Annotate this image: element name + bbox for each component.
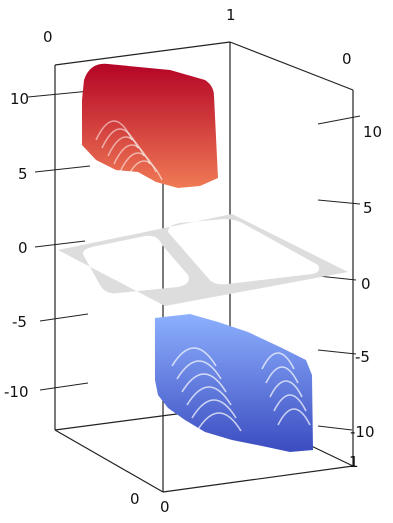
lower-ridge-left-5 (196, 412, 242, 432)
z-tick-line-right-1 (317, 199, 361, 205)
upper-surface-body (82, 63, 218, 188)
z-tick-left-minus10: -10 (4, 383, 29, 401)
z-tick-line-left-0 (27, 90, 91, 98)
bottom-corner-label-front-right: 1 (349, 453, 359, 471)
lower-ridge-right-3 (273, 394, 307, 412)
z-tick-left-0: 0 (18, 239, 28, 257)
bottom-corner-label-front-left: 0 (130, 490, 140, 508)
upper-surface (82, 63, 218, 188)
z-tick-right-10: 10 (363, 123, 382, 141)
lower-ridge-right-1 (265, 366, 299, 384)
lower-ridge-right-0 (261, 352, 295, 370)
tick-labels: 0 1 0 10 5 0 -5 -10 10 5 0 -5 -10 0 0 1 (4, 6, 382, 516)
z-tick-line-left-2 (34, 240, 86, 248)
z-tick-left-minus5: -5 (12, 313, 27, 331)
z-tick-line-right-0 (317, 115, 361, 125)
lower-ridge-right-2 (269, 380, 303, 398)
lower-surface-body (155, 314, 313, 452)
z-tick-left-10: 10 (10, 90, 29, 108)
frame-bottom-front-left (54, 429, 164, 493)
lower-ridge-left-4 (191, 399, 237, 419)
upper-ridge-5 (125, 160, 163, 181)
top-corner-label-back-center: 1 (226, 6, 236, 24)
lower-surface (155, 314, 313, 452)
lower-ridge-right-4 (277, 408, 311, 426)
z-tick-line-right-4 (317, 425, 353, 431)
top-corner-label-back-right: 0 (342, 50, 352, 68)
z-tick-right-5: 5 (363, 199, 373, 217)
frame-top-back-right (229, 41, 354, 91)
z-tick-left-5: 5 (18, 165, 28, 183)
bottom-corner-label-front-center: 0 (160, 498, 170, 516)
zero-plane-body (58, 214, 348, 306)
zero-plane (58, 214, 348, 306)
z-tick-line-right-3 (317, 349, 357, 355)
z-tick-right-minus5: -5 (355, 348, 370, 366)
frame-top-back-left (54, 41, 231, 66)
z-tick-line-left-4 (39, 382, 89, 391)
lower-ridge-left-3 (186, 386, 232, 406)
lower-ridge-left-0 (171, 347, 217, 367)
z-tick-lines (27, 90, 361, 431)
z-tick-line-left-3 (39, 313, 89, 322)
z-tick-right-minus10: -10 (350, 423, 375, 441)
z-tick-right-0: 0 (361, 275, 371, 293)
lower-ridge-left-2 (181, 373, 227, 393)
lower-ridge-left-1 (176, 360, 222, 380)
frame-bottom-front-right (162, 465, 354, 493)
z-tick-line-right-2 (317, 275, 357, 281)
lower-surface-ridges (171, 347, 311, 432)
upper-surface-ridges (95, 120, 163, 181)
z-tick-line-left-1 (34, 165, 91, 173)
top-corner-label-back-left: 0 (43, 28, 53, 46)
